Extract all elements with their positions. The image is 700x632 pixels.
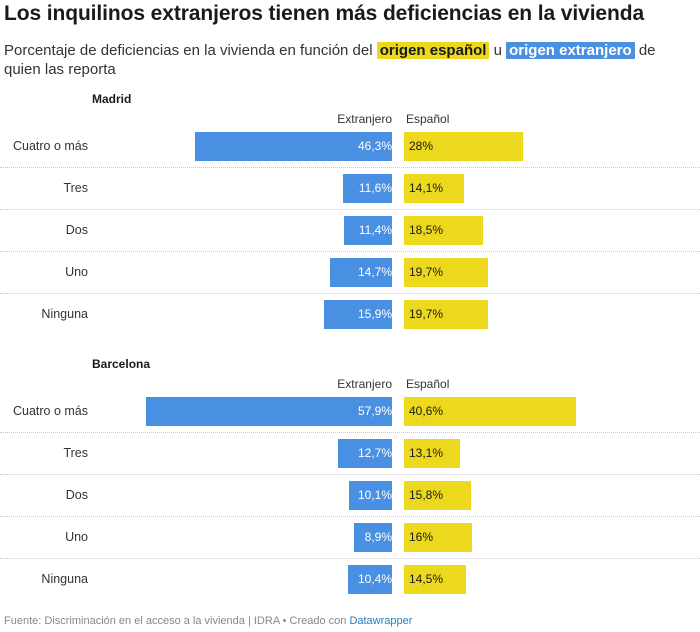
value-label-extranjero-ninguna: 10,4% — [357, 572, 392, 586]
category-label-tres: Tres — [63, 181, 88, 195]
column-header-extranjero: Extranjero — [337, 377, 392, 391]
bar-espanol-tres — [404, 439, 460, 468]
row-separator — [0, 293, 700, 294]
value-label-espanol-uno: 19,7% — [409, 265, 444, 279]
column-header-espanol: Español — [406, 112, 450, 126]
row-separator — [0, 167, 700, 168]
row-separator — [0, 209, 700, 210]
bar-espanol-dos — [404, 216, 483, 245]
category-label-dos: Dos — [65, 488, 88, 502]
value-label-espanol-dos: 15,8% — [409, 488, 444, 502]
value-label-extranjero-dos: 10,1% — [357, 488, 392, 502]
value-label-espanol-uno: 16% — [409, 530, 434, 544]
bar-extranjero-dos — [343, 216, 392, 245]
bar-extranjero-ninguna — [324, 300, 392, 329]
bar-espanol-ninguna — [404, 565, 466, 594]
legend-spanish-tag: origen español — [376, 42, 490, 59]
category-label-cuatro-o-mas: Cuatro o más — [12, 139, 88, 153]
madrid-chart: Madrid Extranjero Español Cuatro o más 46… — [0, 92, 700, 342]
row-uno: Uno 14,7% 19,7% — [0, 258, 700, 300]
bar-espanol-uno — [404, 523, 472, 552]
barcelona-chart: Barcelona Extranjero Español Cuatro o má… — [0, 357, 700, 607]
bar-espanol-cuatro-o-mas — [404, 397, 577, 426]
bar-extranjero-cuatro-o-mas — [195, 132, 392, 161]
bar-espanol-ninguna — [404, 300, 488, 329]
value-label-espanol-dos: 18,5% — [409, 223, 444, 237]
bar-extranjero-uno — [354, 523, 392, 552]
row-separator — [0, 432, 700, 433]
value-label-extranjero-cuatro-o-mas: 46,3% — [357, 139, 392, 153]
row-separator — [0, 558, 700, 559]
chart-subtitle: Porcentaje de deficiencias en la viviend… — [4, 41, 694, 79]
madrid-heading: Madrid — [92, 92, 132, 106]
value-label-espanol-ninguna: 19,7% — [409, 307, 444, 321]
source-footer: Fuente: Discriminación en el acceso a la… — [4, 615, 412, 627]
value-label-espanol-ninguna: 14,5% — [409, 572, 444, 586]
bar-extranjero-uno — [329, 258, 392, 287]
row-uno: Uno 8,9% 16% — [0, 523, 700, 565]
column-header-espanol: Español — [406, 377, 450, 391]
legend-foreign-tag: origen extranjero — [506, 42, 635, 59]
column-header-extranjero: Extranjero — [337, 112, 392, 126]
category-label-cuatro-o-mas: Cuatro o más — [12, 404, 88, 418]
value-label-extranjero-uno: 8,9% — [364, 530, 392, 544]
subtitle-text-after: de quien las reporta — [4, 42, 656, 78]
value-label-extranjero-dos: 11,4% — [358, 223, 392, 237]
category-label-ninguna: Ninguna — [41, 307, 88, 321]
row-cuatro-o-mas: Cuatro o más 57,9% 40,6% — [0, 397, 700, 439]
bar-extranjero-dos — [349, 481, 392, 510]
value-label-extranjero-ninguna: 15,9% — [357, 307, 392, 321]
value-label-extranjero-tres: 12,7% — [357, 446, 392, 460]
subtitle-text-before: Porcentaje de deficiencias en la viviend… — [4, 42, 373, 59]
value-label-extranjero-uno: 14,7% — [357, 265, 392, 279]
bar-espanol-uno — [404, 258, 488, 287]
row-separator — [0, 516, 700, 517]
bar-extranjero-cuatro-o-mas — [146, 397, 392, 426]
value-label-espanol-cuatro-o-mas: 40,6% — [409, 404, 444, 418]
row-dos: Dos 11,4% 18,5% — [0, 216, 700, 258]
source-text: Fuente: Discriminación en el acceso a la… — [4, 615, 347, 627]
category-label-uno: Uno — [65, 265, 88, 279]
bar-extranjero-tres — [342, 174, 392, 203]
row-ninguna: Ninguna 15,9% 19,7% — [0, 300, 700, 342]
row-cuatro-o-mas: Cuatro o más 46,3% 28% — [0, 132, 700, 174]
barcelona-heading: Barcelona — [92, 357, 151, 371]
bar-extranjero-ninguna — [347, 565, 392, 594]
row-separator — [0, 251, 700, 252]
category-label-ninguna: Ninguna — [41, 572, 88, 586]
bar-espanol-tres — [404, 174, 464, 203]
row-separator — [0, 474, 700, 475]
datawrapper-link[interactable]: Datawrapper — [349, 615, 413, 627]
category-label-tres: Tres — [63, 446, 88, 460]
value-label-espanol-tres: 14,1% — [409, 181, 444, 195]
category-label-uno: Uno — [65, 530, 88, 544]
chart-title: Los inquilinos extranjeros tienen más de… — [4, 2, 645, 25]
bar-extranjero-tres — [338, 439, 392, 468]
value-label-espanol-cuatro-o-mas: 28% — [409, 139, 434, 153]
category-label-dos: Dos — [65, 223, 88, 237]
row-tres: Tres 11,6% 14,1% — [0, 174, 700, 216]
value-label-extranjero-cuatro-o-mas: 57,9% — [357, 404, 392, 418]
value-label-extranjero-tres: 11,6% — [358, 181, 392, 195]
value-label-espanol-tres: 13,1% — [409, 446, 444, 460]
row-tres: Tres 12,7% 13,1% — [0, 439, 700, 481]
bar-espanol-cuatro-o-mas — [404, 132, 523, 161]
bar-espanol-dos — [404, 481, 472, 510]
row-dos: Dos 10,1% 15,8% — [0, 481, 700, 523]
subtitle-text-middle: u — [493, 42, 502, 59]
row-ninguna: Ninguna 10,4% 14,5% — [0, 565, 700, 607]
